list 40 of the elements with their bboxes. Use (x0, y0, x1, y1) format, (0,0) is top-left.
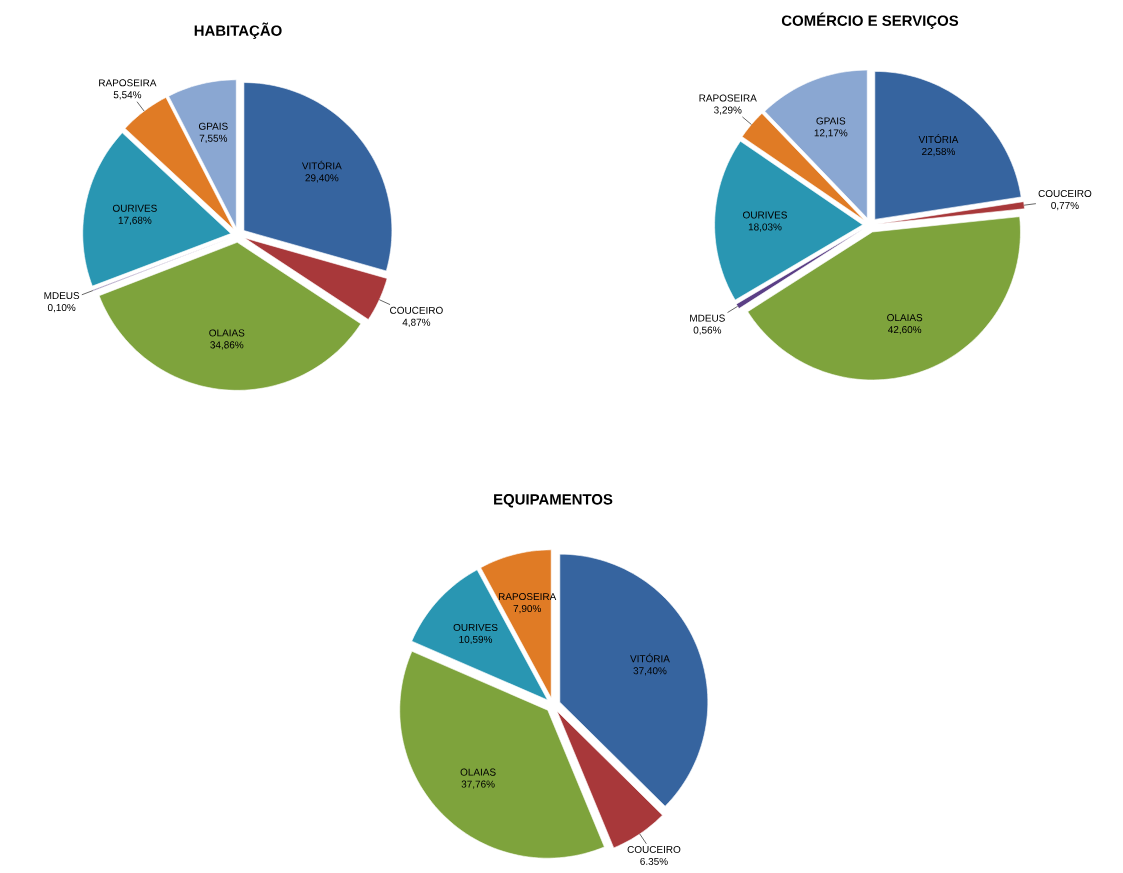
data-label: 0,56% (693, 326, 722, 335)
data-label: 3,29% (714, 106, 742, 115)
chart-title: HABITAÇÃO (194, 22, 282, 39)
slice-label: MDEUS (44, 292, 80, 300)
slice-label: COUCEIRO (1038, 190, 1092, 198)
data-label: 4,87% (402, 318, 431, 328)
slice-label: VITÓRIA (630, 653, 670, 663)
slice-label: OLAIAS (209, 329, 245, 337)
data-label: 7,55% (199, 134, 228, 143)
slice-label: GPAIS (198, 122, 228, 130)
chart-title: COMÉRCIO E SERVIÇOS (781, 12, 959, 29)
slice-label: RAPOSEIRA (99, 79, 157, 87)
data-label: 34,86% (210, 341, 244, 350)
slice-label: VITÓRIA (918, 134, 959, 144)
data-label: 18,03% (748, 223, 782, 232)
slice-label: GPAIS (816, 117, 846, 125)
slice-label: OLAIAS (887, 314, 923, 322)
data-label: 22,58% (922, 147, 956, 157)
data-label: 12,17% (814, 129, 848, 138)
slice-label: OURIVES (453, 623, 498, 631)
slice-label: COUCEIRO (390, 306, 443, 314)
data-label: 0,10% (47, 304, 76, 313)
data-label: 17,68% (118, 216, 152, 225)
slice-label: OLAIAS (460, 768, 496, 776)
chart-title: EQUIPAMENTOS (494, 494, 613, 508)
slice-label: COUCEIRO (627, 845, 681, 854)
slice-label: MDEUS (690, 314, 725, 322)
data-label: 42,60% (888, 326, 922, 335)
data-label: 5,54% (113, 91, 142, 100)
data-label: 10,59% (459, 635, 493, 645)
slice-label: OURIVES (743, 211, 787, 219)
slice-label: OURIVES (112, 204, 157, 212)
data-label: 7,90% (513, 605, 541, 614)
data-label: 6.35% (640, 857, 668, 865)
slice-label: RAPOSEIRA (699, 94, 757, 102)
slice-label: VITÓRIA (301, 160, 342, 170)
data-label: 37,40% (633, 667, 667, 676)
data-label: 0,77% (1051, 201, 1079, 211)
data-label: 29,40% (305, 174, 339, 183)
data-label: 37,76% (461, 780, 495, 789)
